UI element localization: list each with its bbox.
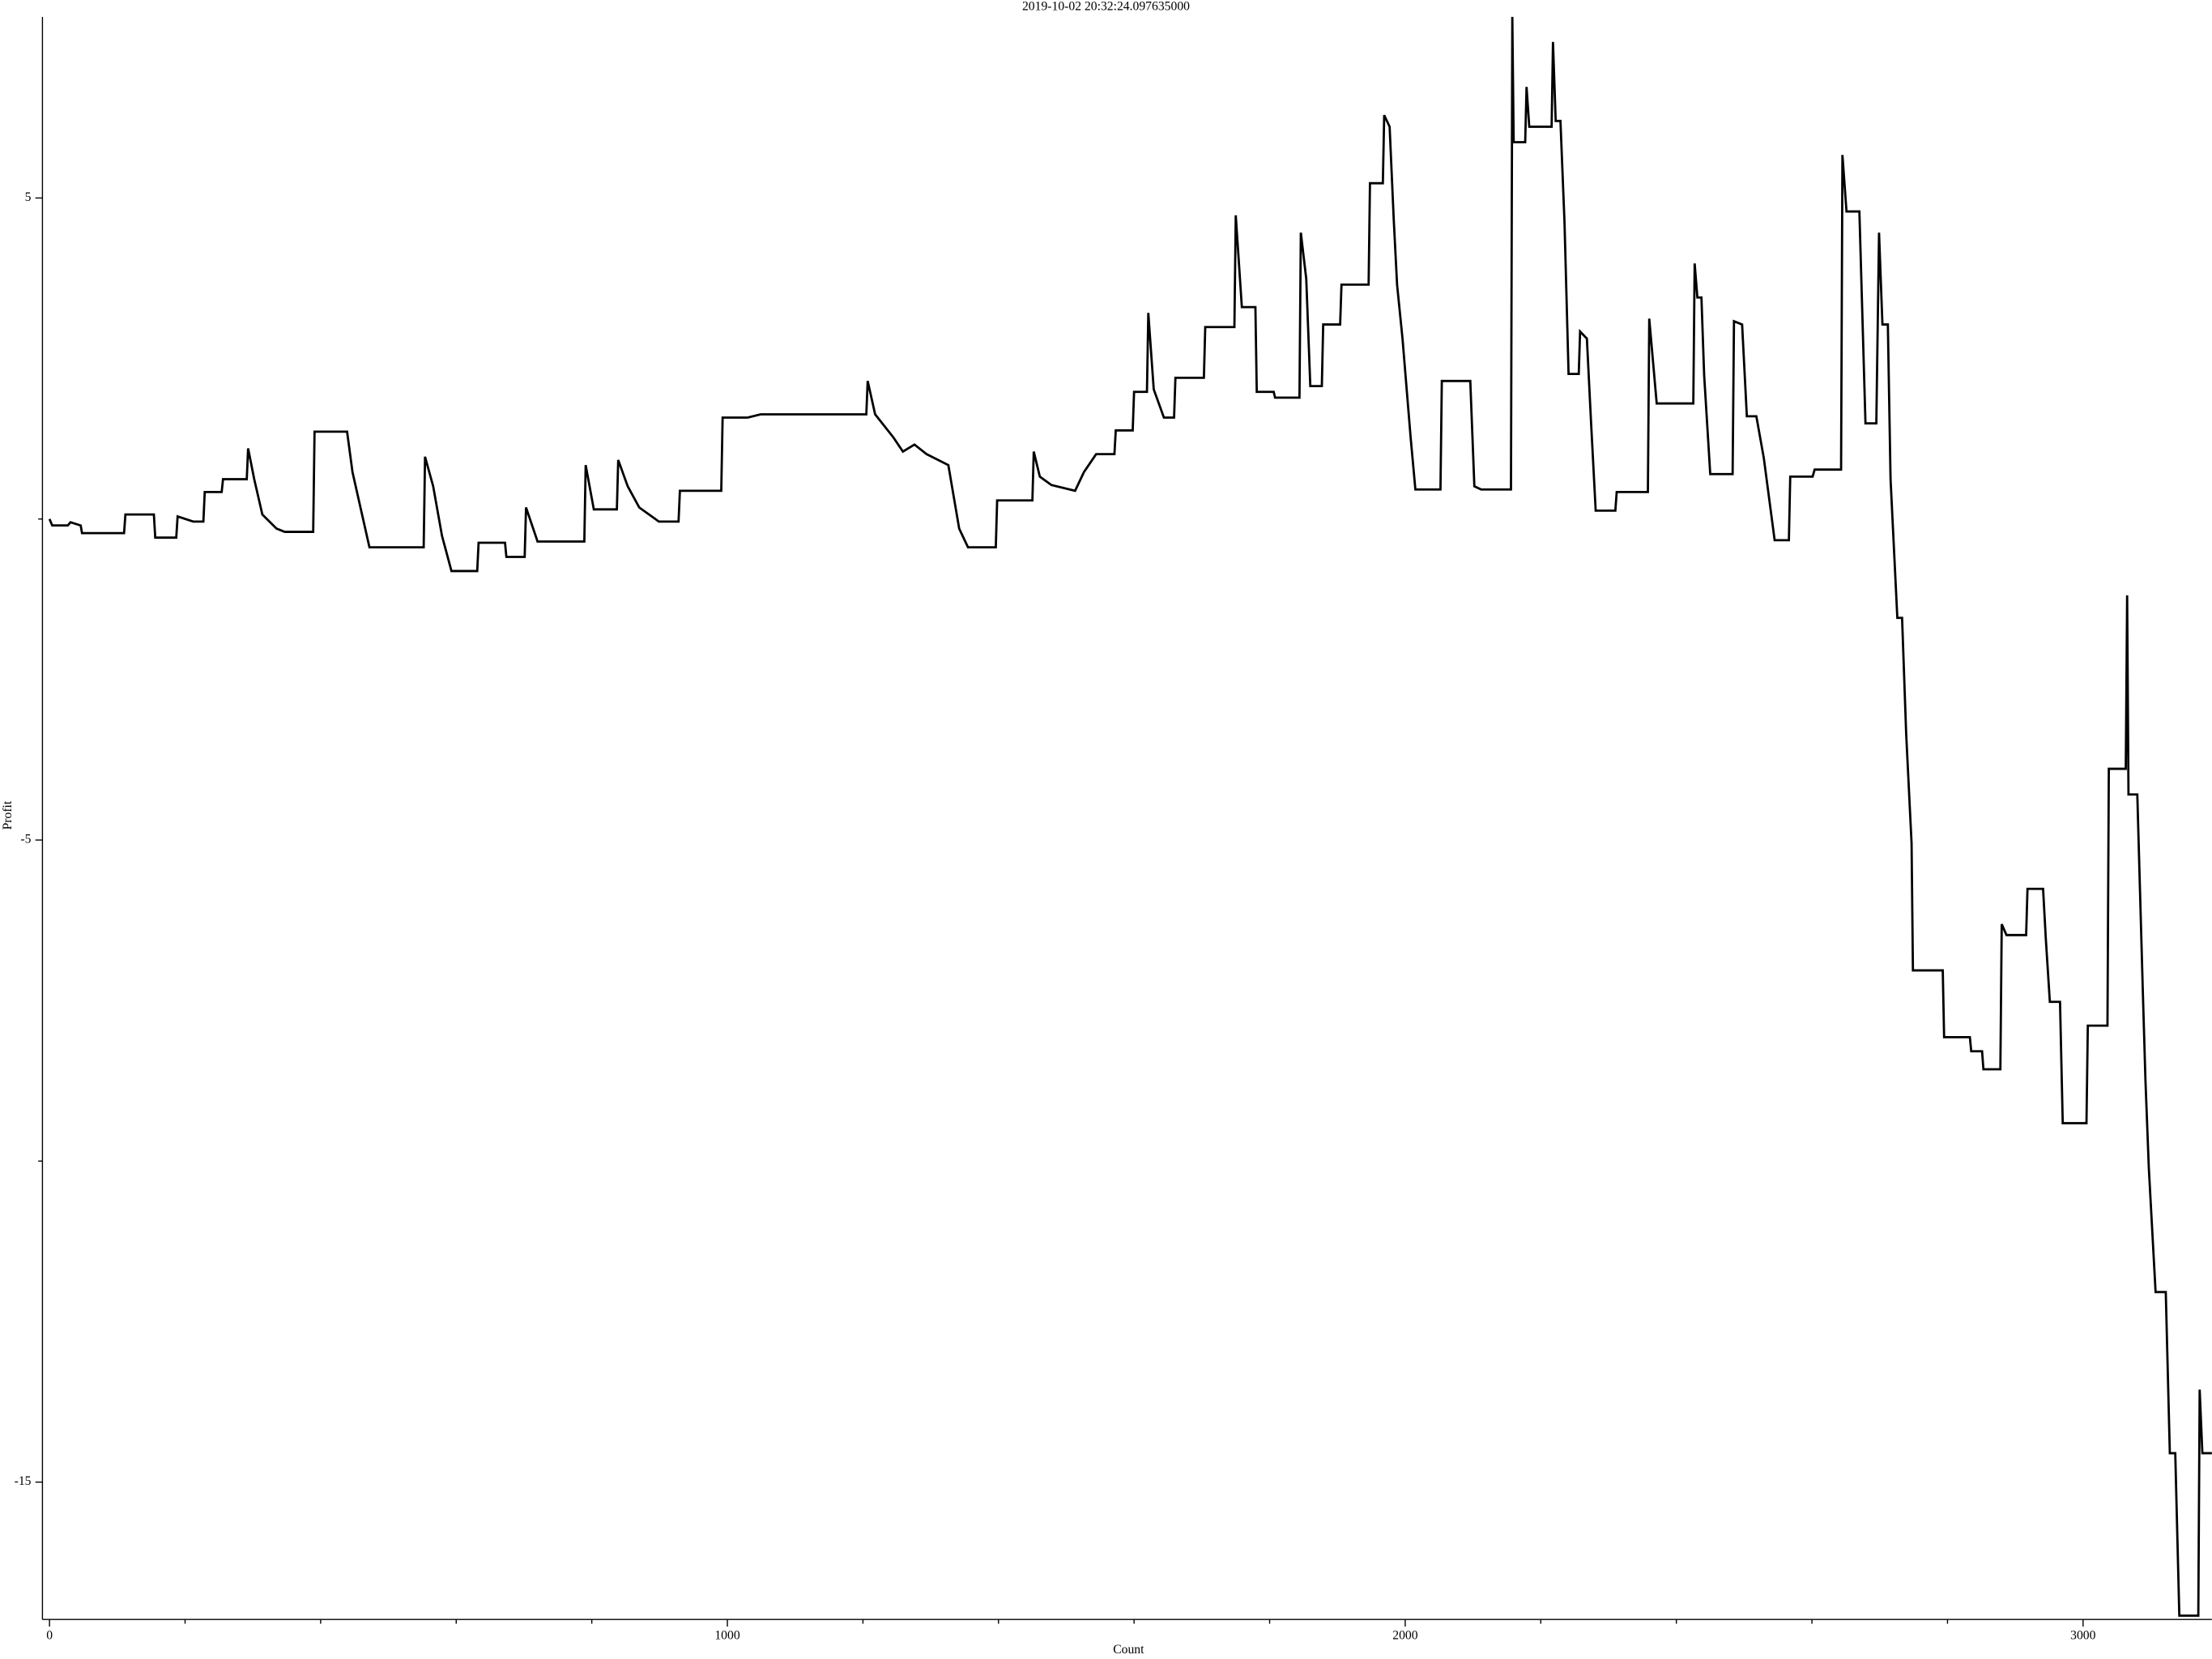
x-tick-label: 0 (46, 1629, 53, 1643)
y-tick-label: -5 (20, 833, 31, 847)
x-tick-label: 1000 (714, 1629, 739, 1643)
profit-line (48, 16, 2212, 1617)
y-tick-label: 5 (25, 190, 32, 204)
y-tick-label: -15 (15, 1474, 32, 1488)
x-axis-label: Count (1113, 1643, 1144, 1657)
x-tick-label: 2000 (1392, 1629, 1417, 1643)
y-axis-label: Profit (1, 800, 15, 830)
x-tick-label: 3000 (2070, 1629, 2095, 1643)
chart-title: 2019-10-02 20:32:24.097635000 (1022, 0, 1190, 13)
